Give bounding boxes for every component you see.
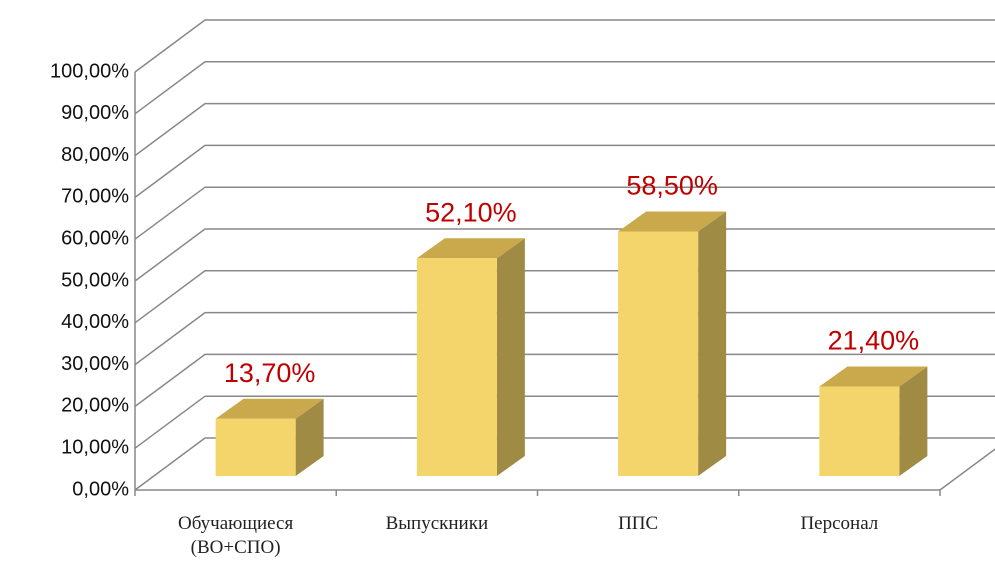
y-tick-label: 60,00% <box>61 227 129 249</box>
y-tick-label: 50,00% <box>61 269 129 291</box>
bar-top <box>819 366 928 387</box>
bar <box>819 386 900 476</box>
bar <box>215 418 296 476</box>
x-tick-label: Выпускники <box>385 513 489 534</box>
x-tick-label: Персонал <box>800 513 879 534</box>
grid-line <box>134 311 995 366</box>
y-tick-label: 100,00% <box>50 60 129 82</box>
grid-line <box>134 395 995 449</box>
y-tick-label: 70,00% <box>61 186 129 208</box>
data-label: 13,70% <box>224 358 316 388</box>
grid-line <box>134 102 995 157</box>
grid-line <box>134 437 995 491</box>
bar-side <box>698 211 727 476</box>
y-tick-label: 80,00% <box>61 144 129 166</box>
bar <box>416 258 497 476</box>
y-tick-label: 10,00% <box>61 436 129 458</box>
grid-line <box>134 270 995 324</box>
bar-side <box>899 366 928 476</box>
y-tick-label: 0,00% <box>72 478 129 500</box>
x-tick-label: ППС <box>618 513 659 534</box>
grid-line <box>134 19 995 73</box>
y-tick-label: 30,00% <box>61 353 129 375</box>
y-tick-label: 40,00% <box>61 311 129 333</box>
grid-line <box>134 61 995 115</box>
bar <box>618 231 699 476</box>
data-label: 21,40% <box>828 326 920 356</box>
y-tick-label: 20,00% <box>61 395 129 417</box>
data-label: 52,10% <box>425 197 517 227</box>
bar-side <box>295 398 324 476</box>
grid-line <box>134 144 995 199</box>
grid-line <box>134 186 995 240</box>
bar-top <box>416 238 525 259</box>
grid-line <box>134 353 995 408</box>
grid-line <box>134 228 995 282</box>
x-tick-label: Обучающиеся (ВО+СПО) <box>178 513 294 558</box>
y-tick-label: 90,00% <box>61 102 129 124</box>
bar-side <box>496 238 525 476</box>
bar-top <box>215 398 324 419</box>
data-label: 58,50% <box>626 171 718 201</box>
bar-top <box>618 211 727 232</box>
